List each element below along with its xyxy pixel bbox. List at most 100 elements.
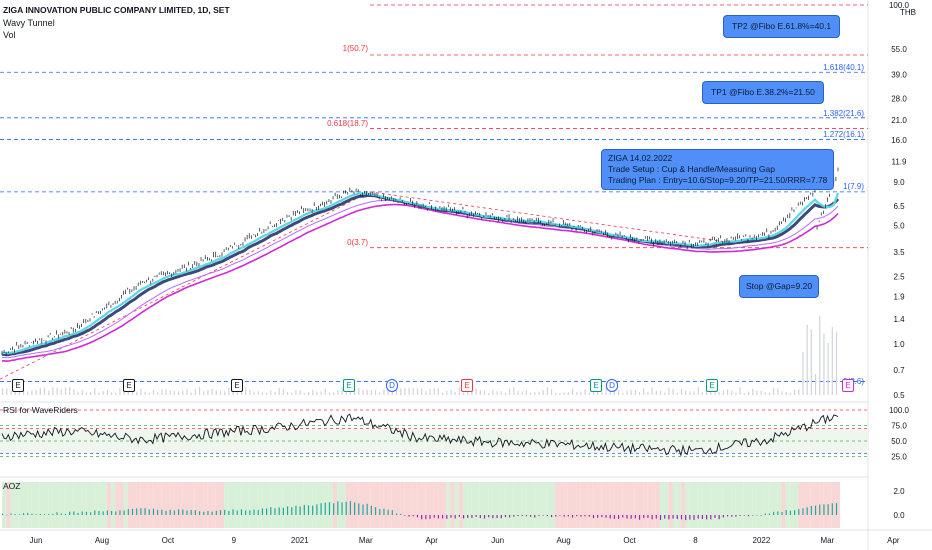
rsi-tick: 50.0 (891, 437, 907, 446)
aoz-bg (756, 482, 761, 528)
aoz-bg (576, 482, 581, 528)
event-marker[interactable]: E (12, 379, 24, 392)
volume-bar (6, 388, 8, 395)
aoz-panel-title[interactable]: AOZ (3, 481, 21, 491)
price-tick: 3.5 (893, 248, 905, 257)
aoz-bar (647, 515, 649, 518)
volume-bar (450, 389, 452, 395)
aoz-bg (169, 482, 174, 528)
aoz-bar (81, 511, 83, 515)
aoz-bar (446, 515, 448, 519)
volume-bar (647, 392, 649, 395)
aoz-bar (43, 514, 46, 515)
aoz-bar (127, 509, 129, 515)
aoz-bar (169, 509, 171, 515)
aoz-bar (655, 515, 657, 519)
aoz-bg (2, 482, 7, 528)
aoz-bg (814, 482, 820, 528)
aoz-bg (286, 482, 292, 528)
aoz-bar (35, 514, 37, 515)
aoz-bg (823, 482, 828, 528)
aoz-bar (664, 515, 666, 519)
volume-bar (567, 392, 569, 395)
aoz-bar (270, 507, 272, 515)
volume-bar (622, 392, 624, 395)
event-marker[interactable]: E (123, 379, 135, 392)
event-marker[interactable]: E (461, 379, 473, 392)
aoz-bg (643, 482, 648, 528)
aoz-bg (391, 482, 396, 528)
aoz-bar (198, 511, 201, 515)
aoz-bg (261, 482, 267, 528)
volume-bar (676, 392, 678, 395)
volume-bar (437, 388, 440, 395)
event-marker[interactable]: D (386, 379, 398, 392)
aoz-bar (651, 515, 653, 520)
note-stop[interactable]: Stop @Gap=9.20 (739, 275, 820, 298)
volume-bar (798, 389, 800, 395)
volume-bar (651, 387, 653, 395)
aoz-bar (576, 515, 578, 517)
aoz-bg (337, 482, 342, 528)
volume-bar (743, 392, 745, 395)
aoz-bar (115, 511, 117, 515)
aoz-bar (722, 515, 724, 518)
note-tp1[interactable]: TP1 @Fibo E.38.2%=21.50 (702, 81, 824, 104)
aoz-bg (777, 482, 782, 528)
aoz-bg (198, 482, 204, 528)
aoz-bg (127, 482, 132, 528)
aoz-bg (291, 482, 296, 528)
aoz-bg (802, 482, 807, 528)
volume-bar (291, 392, 293, 395)
aoz-bar (157, 509, 159, 515)
volume-bar (131, 391, 134, 395)
note-setup-date: ZIGA 14.02.2022 (608, 153, 673, 163)
rsi-panel-title[interactable]: RSI for WaveRiders (3, 405, 78, 415)
aoz-bg (203, 482, 208, 528)
price-tick: 0.5 (893, 391, 905, 400)
aoz-bar (324, 502, 326, 515)
volume-bar (433, 388, 435, 395)
volume-bar (140, 388, 142, 395)
volume-bar (467, 390, 469, 395)
aoz-bg (123, 482, 128, 528)
event-marker[interactable]: E (343, 379, 355, 392)
aoz-bar (152, 508, 155, 515)
aoz-bar (685, 515, 687, 521)
aoz-bar (286, 506, 289, 515)
aoz-bg (328, 482, 334, 528)
volume-bar (52, 387, 54, 395)
aoz-bg (379, 482, 384, 528)
time-label: 2021 (291, 536, 309, 545)
event-marker[interactable]: E (590, 379, 602, 392)
aoz-bar (261, 508, 264, 515)
aoz-bg (592, 482, 598, 528)
event-marker[interactable]: E (706, 379, 718, 392)
aoz-bg (6, 482, 11, 528)
trend-line (0, 191, 371, 380)
aoz-bar (672, 515, 674, 519)
volume-bar (152, 389, 155, 395)
aoz-bar (48, 513, 50, 515)
indicator-label-wavy-tunnel[interactable]: Wavy Tunnel (3, 18, 55, 28)
event-marker[interactable]: E (842, 379, 854, 392)
indicator-label-vol[interactable]: Vol (3, 30, 16, 40)
rsi-tick: 25.0 (891, 453, 907, 462)
volume-bar (18, 391, 20, 395)
event-marker[interactable]: D (606, 379, 618, 392)
volume-bar (320, 391, 322, 395)
volume-bar (659, 390, 662, 395)
volume-bar (542, 389, 544, 395)
event-marker[interactable]: E (231, 379, 243, 392)
aoz-bg (706, 482, 711, 528)
note-trade-setup[interactable]: ZIGA 14.02.2022 Trade Setup : Cup & Hand… (601, 149, 835, 190)
volume-bar (165, 389, 167, 395)
note-tp2[interactable]: TP2 @Fibo E.61.8%=40.1 (723, 15, 841, 38)
volume-bar (257, 391, 259, 395)
aoz-bar (634, 515, 636, 519)
aoz-bg (140, 482, 145, 528)
aoz-bg (827, 482, 832, 528)
volume-bar (412, 388, 414, 395)
note-setup-plan: Trading Plan : Entry=10.6/Stop=9.20/TP=2… (608, 175, 828, 185)
